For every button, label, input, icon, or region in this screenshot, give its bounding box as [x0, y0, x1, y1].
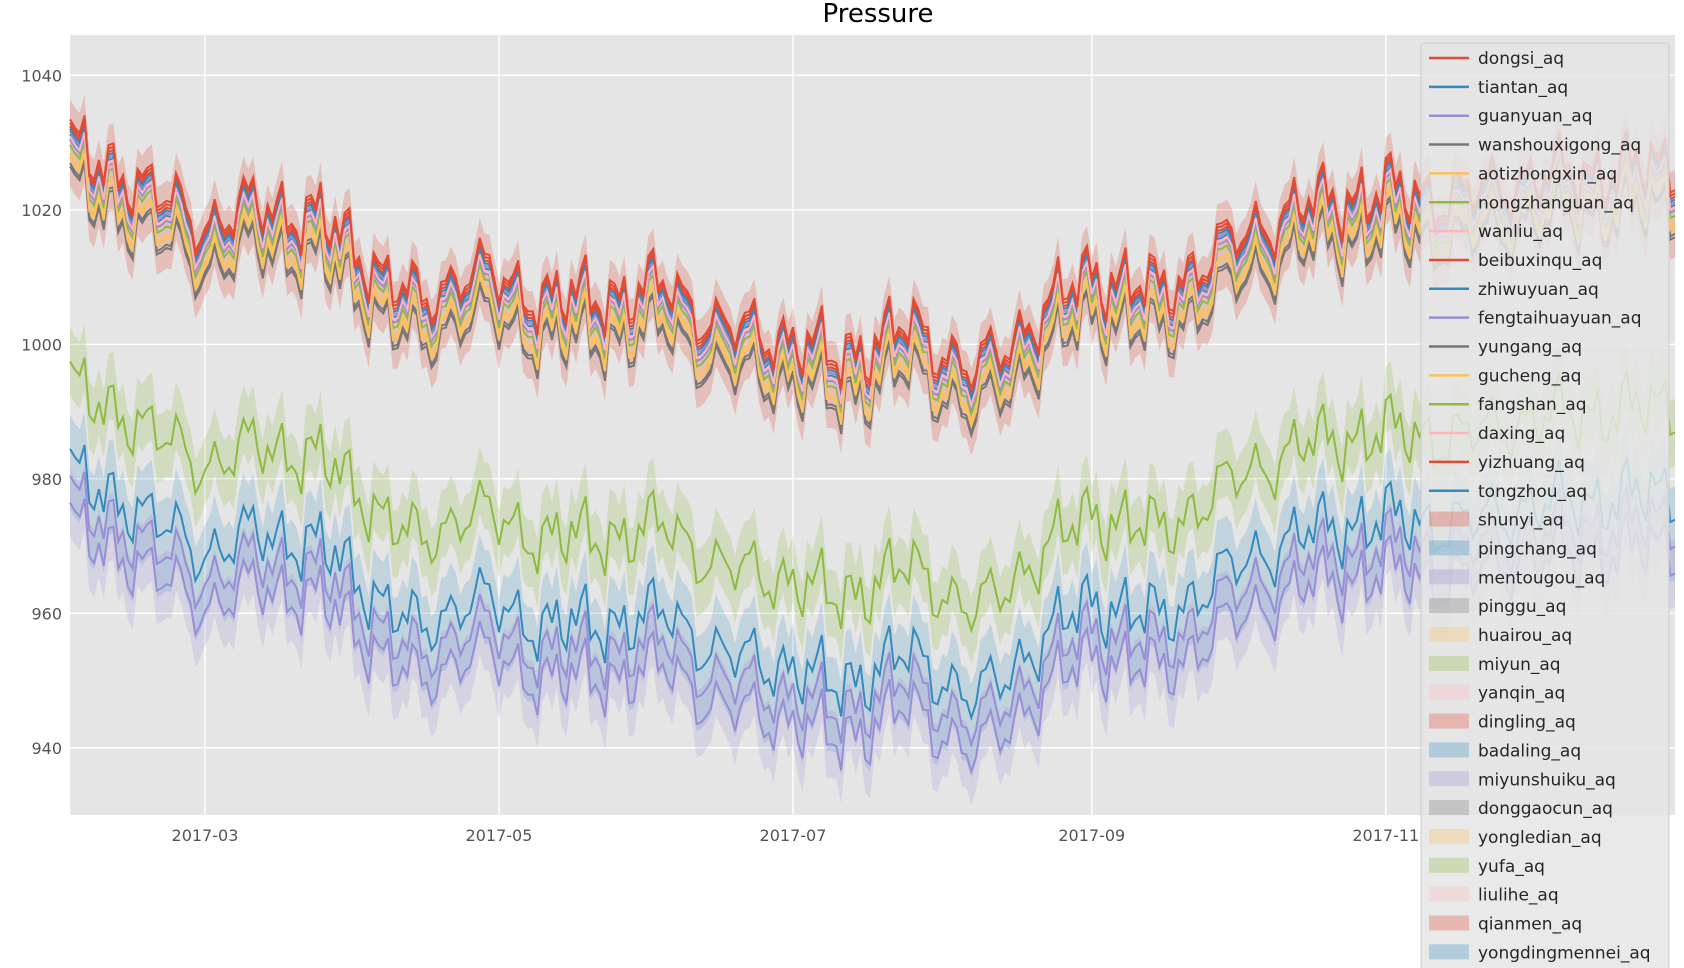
legend-label: yizhuang_aq	[1478, 453, 1585, 473]
x-tick-label: 2017-03	[172, 826, 239, 845]
legend-label: wanshouxigong_aq	[1478, 136, 1641, 156]
legend-label: yongledian_aq	[1478, 828, 1602, 848]
legend-label: qianmen_aq	[1478, 915, 1582, 935]
legend-label: huairou_aq	[1478, 626, 1572, 646]
series-line-gucheng_aq	[69, 152, 1676, 430]
legend-label: tiantan_aq	[1478, 78, 1568, 98]
legend-label: pingchang_aq	[1478, 539, 1597, 559]
legend-label: shunyi_aq	[1478, 511, 1564, 531]
band-lower	[70, 411, 1675, 779]
legend-label: guanyuan_aq	[1478, 107, 1593, 127]
legend-swatch	[1429, 627, 1469, 642]
y-tick-label: 960	[31, 604, 62, 623]
legend-label: dongsi_aq	[1478, 49, 1564, 69]
series-lines	[69, 115, 1676, 775]
legend-label: yanqin_aq	[1478, 684, 1565, 704]
legend-label: liulihe_aq	[1478, 886, 1559, 906]
legend-swatch	[1429, 713, 1469, 729]
legend-swatch	[1429, 540, 1469, 556]
y-tick-label: 1040	[21, 66, 62, 85]
legend-label: yufa_aq	[1478, 857, 1545, 877]
legend-label: dingling_aq	[1478, 713, 1576, 733]
legend: dongsi_aq tiantan_aq guanyuan_aq wanshouxig…	[1420, 42, 1670, 968]
legend-swatch	[1429, 886, 1469, 902]
y-tick-label: 940	[31, 739, 62, 758]
legend-swatch	[1429, 944, 1469, 960]
legend-swatch	[1429, 828, 1469, 844]
legend-label: yungang_aq	[1478, 338, 1582, 358]
series-line-extra-0	[69, 471, 1676, 748]
legend-label: badaling_aq	[1478, 741, 1581, 761]
legend-label: aotizhongxin_aq	[1478, 164, 1617, 184]
legend-swatch	[1429, 655, 1469, 671]
x-tick-label: 2017-09	[1058, 826, 1125, 845]
legend-swatch	[1429, 684, 1469, 700]
legend-swatch	[1429, 771, 1469, 787]
series-line-fangshan_aq	[69, 357, 1676, 634]
legend-label: beibuxinqu_aq	[1478, 251, 1602, 271]
series-line-yizhuang_aq	[69, 118, 1676, 395]
y-tick-label: 1020	[21, 201, 62, 220]
y-axis: 940 960 980 1000 1020 1040	[21, 66, 62, 757]
legend-label: daxing_aq	[1478, 424, 1565, 444]
legend-label: yongdingmennei_aq	[1478, 943, 1651, 963]
legend-swatch	[1429, 742, 1469, 758]
legend-swatch	[1429, 569, 1469, 585]
legend-label: donggaocun_aq	[1478, 799, 1613, 819]
legend-label: tongzhou_aq	[1478, 482, 1587, 502]
legend-label: miyun_aq	[1478, 655, 1561, 675]
x-axis: 2017-03 2017-05 2017-07 2017-09 2017-11	[172, 826, 1420, 845]
legend-label: zhiwuyuan_aq	[1478, 280, 1599, 300]
y-tick-label: 980	[31, 470, 62, 489]
series-line-extra-1	[69, 498, 1676, 775]
legend-label: wanliu_aq	[1478, 222, 1563, 242]
chart-title: Pressure	[822, 0, 933, 29]
legend-label: gucheng_aq	[1478, 366, 1581, 386]
legend-label: nongzhanguan_aq	[1478, 193, 1634, 213]
legend-swatch	[1429, 800, 1469, 816]
legend-swatch	[1429, 915, 1469, 931]
legend-label: mentougou_aq	[1478, 568, 1605, 588]
x-tick-label: 2017-07	[760, 826, 827, 845]
legend-swatch	[1429, 598, 1469, 614]
legend-box	[1420, 42, 1670, 968]
legend-label: miyunshuiku_aq	[1478, 770, 1616, 790]
legend-swatch	[1429, 857, 1469, 873]
grid-lines	[70, 35, 1675, 815]
legend-swatch	[1429, 511, 1469, 527]
legend-label: fangshan_aq	[1478, 395, 1587, 415]
legend-label: pinggu_aq	[1478, 597, 1566, 617]
x-tick-label: 2017-05	[466, 826, 533, 845]
series-line-daxing_aq	[69, 132, 1676, 409]
x-tick-label: 2017-11	[1352, 826, 1419, 845]
legend-label: fengtaihuayuan_aq	[1478, 309, 1642, 329]
series-line-tongzhou_aq	[69, 444, 1676, 722]
y-tick-label: 1000	[21, 335, 62, 354]
